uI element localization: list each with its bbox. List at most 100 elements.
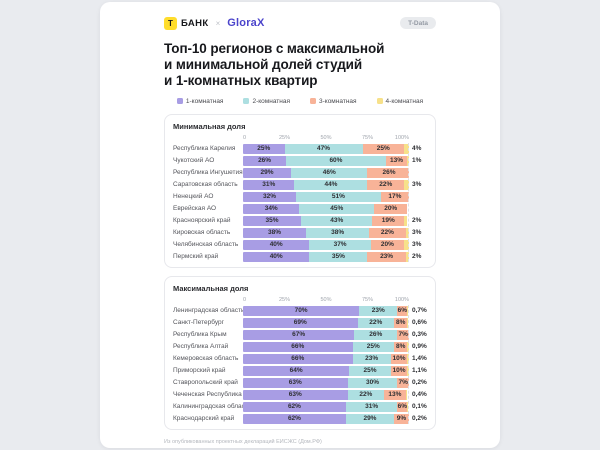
region-label: Приморский край bbox=[173, 367, 226, 374]
region-label: Пермский край bbox=[173, 253, 219, 260]
axis-tick: 25% bbox=[278, 297, 291, 303]
bar-segment-1-room: 31% bbox=[243, 180, 295, 190]
legend-item-3-room: 3-комнатная bbox=[310, 98, 357, 105]
bar-segment-3-room: 10% bbox=[390, 354, 408, 364]
bar-segment-2-room: 35% bbox=[309, 252, 368, 262]
chart-row: Кемеровская область 66% 23% 10% 1,4% bbox=[173, 354, 427, 364]
bar-track: 69% 22% 8% bbox=[243, 318, 409, 328]
bar-segment-2-room: 46% bbox=[291, 168, 368, 178]
bar-segment-1-room: 34% bbox=[243, 204, 300, 214]
bar-segment-2-room: 60% bbox=[286, 156, 386, 166]
chart-row: Красноярский край 35% 43% 19% 2% bbox=[173, 216, 427, 226]
x-axis: 0 25% 50% 75% 100% bbox=[243, 297, 409, 306]
chart-rows: Республика Карелия 25% 47% 25% 4% Чукотский А… bbox=[173, 144, 427, 262]
chart-row: Ненецкий АО 32% 51% 17% bbox=[173, 192, 427, 202]
panel-min-share: Минимальная доля 0 25% 50% 75% 100% Респ… bbox=[164, 114, 436, 268]
bar-segment-3-room: 7% bbox=[397, 330, 409, 340]
section-title-min: Минимальная доля bbox=[173, 122, 246, 131]
bar-segment-3-room: 22% bbox=[369, 228, 406, 238]
title-line-3: и 1-комнатных квартир bbox=[164, 73, 318, 88]
legend-swatch-1-room bbox=[176, 98, 183, 104]
bar-value-outside: 3% bbox=[412, 229, 422, 236]
chart-row: Краснодарский край 62% 29% 9% 0,2% bbox=[173, 414, 427, 424]
chart-row: Челябинская область 40% 37% 20% 3% bbox=[173, 240, 427, 250]
bar-value-outside: 2% bbox=[412, 217, 422, 224]
bar-segment-3-room: 10% bbox=[390, 366, 408, 376]
tbank-logo-text: БАНК bbox=[181, 17, 209, 29]
bar-track: 40% 37% 20% bbox=[243, 240, 409, 250]
region-label: Красноярский край bbox=[173, 217, 231, 224]
region-label: Ненецкий АО bbox=[173, 193, 214, 200]
bar-track: 25% 47% 25% bbox=[243, 144, 409, 154]
legend-swatch-3-room bbox=[310, 98, 316, 104]
legend-label: 3-комнатная bbox=[319, 97, 357, 105]
bar-segment-3-room: 7% bbox=[397, 378, 409, 388]
bar-segment-3-room: 8% bbox=[394, 342, 408, 352]
bar-segment-3-room: 20% bbox=[374, 204, 408, 214]
bar-segment-2-room: 44% bbox=[294, 180, 368, 190]
bar-segment-3-room: 25% bbox=[362, 144, 405, 154]
bar-value-outside: 0,6% bbox=[412, 319, 427, 326]
legend-label: 4-комнатная bbox=[385, 97, 424, 105]
region-label: Республика Карелия bbox=[173, 145, 236, 152]
region-label: Ставропольский край bbox=[173, 379, 238, 386]
bar-segment-3-room: 6% bbox=[397, 306, 408, 316]
bar-track: 31% 44% 22% bbox=[243, 180, 409, 190]
bar-segment-4-room bbox=[404, 180, 409, 190]
bar-segment-3-room: 13% bbox=[385, 156, 408, 166]
bar-track: 66% 23% 10% bbox=[243, 354, 409, 364]
chart-rows: Ленинградская область 70% 23% 6% 0,7% Санкт-П… bbox=[173, 306, 427, 424]
bar-segment-4-room bbox=[404, 216, 408, 226]
chart-row: Республика Ингушетия 29% 46% 26% bbox=[173, 168, 427, 178]
region-label: Санкт-Петербург bbox=[173, 319, 224, 326]
bar-segment-1-room: 25% bbox=[243, 144, 285, 154]
region-label: Республика Крым bbox=[173, 331, 227, 338]
bar-segment-2-room: 25% bbox=[349, 366, 391, 376]
legend-item-1-room: 1-комнатная bbox=[176, 97, 224, 105]
tbank-logo-icon: Т bbox=[164, 16, 177, 30]
axis-tick: 75% bbox=[361, 135, 374, 141]
bar-segment-4-room bbox=[404, 144, 409, 154]
bar-segment-2-room: 31% bbox=[345, 402, 398, 412]
bar-track: 38% 38% 22% bbox=[243, 228, 409, 238]
glorax-logo-text: GloraX bbox=[227, 17, 265, 29]
chart-row: Ленинградская область 70% 23% 6% 0,7% bbox=[173, 306, 427, 316]
bar-track: 67% 26% 7% bbox=[243, 330, 409, 340]
bar-value-outside: 2% bbox=[412, 253, 422, 260]
bar-value-outside: 0,9% bbox=[412, 343, 427, 350]
region-label: Саратовская область bbox=[173, 181, 238, 188]
chart-row: Чеченская Республика 63% 22% 13% 0,4% bbox=[173, 390, 427, 400]
bar-segment-2-room: 30% bbox=[347, 378, 398, 388]
page-title: Топ-10 регионов с максимальной и минимал… bbox=[164, 41, 436, 89]
legend-label: 1-комнатная bbox=[185, 97, 224, 105]
legend-item-4-room: 4-комнатная bbox=[376, 97, 424, 105]
axis-tick: 50% bbox=[320, 297, 332, 303]
bar-segment-1-room: 69% bbox=[243, 318, 358, 328]
bar-segment-1-room: 62% bbox=[243, 402, 346, 412]
bar-value-outside: 0,2% bbox=[412, 379, 427, 386]
chart-row: Республика Алтай 66% 25% 8% 0,9% bbox=[173, 342, 427, 352]
bar-segment-2-room: 23% bbox=[359, 306, 398, 316]
bar-value-outside: 0,4% bbox=[412, 391, 427, 398]
chart-row: Пермский край 40% 35% 23% 2% bbox=[173, 252, 427, 262]
legend-swatch-2-room bbox=[243, 98, 250, 104]
bar-segment-4-room bbox=[405, 390, 407, 400]
bar-segment-2-room: 51% bbox=[296, 192, 381, 202]
axis-tick: 100% bbox=[394, 135, 409, 141]
bar-track: 63% 30% 7% bbox=[243, 378, 409, 388]
logo-group: Т БАНК × GloraX bbox=[164, 16, 265, 30]
chart-row: Чукотский АО 26% 60% 13% 1% bbox=[173, 156, 427, 166]
bar-track: 40% 35% 23% bbox=[243, 252, 409, 262]
bar-track: 66% 25% 8% bbox=[243, 342, 409, 352]
axis-tick: 0 bbox=[243, 135, 247, 141]
bar-segment-2-room: 37% bbox=[309, 240, 371, 250]
chart-max-share: 0 25% 50% 75% 100% Ленинградская область… bbox=[173, 297, 427, 424]
region-label: Чеченская Республика bbox=[173, 391, 242, 398]
bar-segment-2-room: 22% bbox=[357, 318, 395, 328]
bar-segment-1-room: 40% bbox=[243, 240, 310, 250]
panel-max-share: Максимальная доля 0 25% 50% 75% 100% Лен… bbox=[164, 276, 436, 430]
bar-segment-3-room: 22% bbox=[367, 180, 404, 190]
region-label: Еврейская АО bbox=[173, 205, 217, 212]
gridline-100pct bbox=[408, 305, 409, 424]
